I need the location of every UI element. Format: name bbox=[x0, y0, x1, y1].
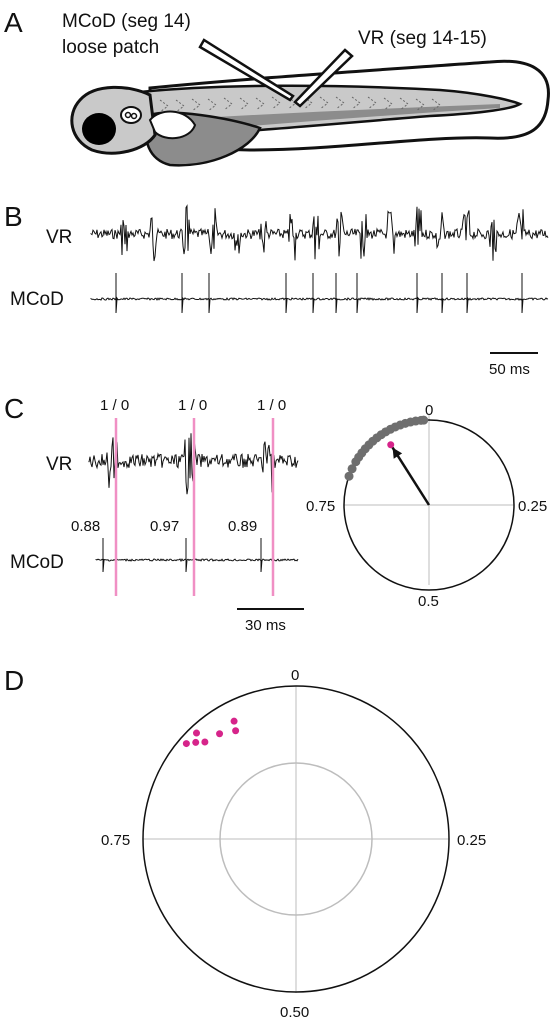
panel-d-label: D bbox=[4, 665, 24, 696]
mcod-trace bbox=[95, 538, 299, 573]
scalebar-label: 50 ms bbox=[489, 361, 530, 378]
mcod-electrode bbox=[198, 38, 295, 102]
polar-label-bottom: 0.5 bbox=[418, 593, 439, 610]
spike-phase: 0.97 bbox=[150, 518, 179, 535]
burst-marker: 1 / 0 bbox=[100, 397, 129, 414]
spike-phase-point bbox=[347, 464, 357, 474]
polar-circle bbox=[343, 419, 515, 591]
mean-phase-point bbox=[193, 729, 201, 737]
mean-phase-point bbox=[230, 717, 238, 725]
panel-b-label: B bbox=[4, 201, 23, 232]
mcod-trace-label: MCoD bbox=[10, 552, 64, 573]
panel-a-label: A bbox=[4, 7, 23, 38]
tail-strip bbox=[200, 104, 500, 130]
panel-c-label: C bbox=[4, 393, 24, 424]
polar-label-right: 0.25 bbox=[518, 498, 547, 515]
mean-phase-point bbox=[387, 441, 395, 449]
mean-phase-point bbox=[192, 738, 200, 746]
mcod-electrode-label: MCoD (seg 14) bbox=[62, 11, 191, 32]
pectoral-fin bbox=[148, 110, 197, 140]
burst-marker: 1 / 0 bbox=[178, 397, 207, 414]
polar-label-right: 0.25 bbox=[457, 832, 486, 849]
outer-ring bbox=[142, 685, 450, 993]
mean-vector bbox=[391, 446, 431, 506]
burst-marker: 1 / 0 bbox=[257, 397, 286, 414]
mcod-trace bbox=[90, 273, 549, 314]
mean-vector-arrowhead bbox=[392, 447, 403, 459]
mean-phase-point bbox=[216, 730, 224, 738]
polar-label-top: 0 bbox=[291, 667, 299, 684]
otolith bbox=[130, 112, 138, 120]
polar-label-left: 0.75 bbox=[306, 498, 335, 515]
mean-phase-point bbox=[182, 740, 190, 748]
spike-phase: 0.89 bbox=[228, 518, 257, 535]
polar-label-bottom: 0.50 bbox=[280, 1004, 309, 1021]
eye bbox=[82, 113, 116, 145]
head bbox=[70, 85, 157, 155]
spike-phase: 0.88 bbox=[71, 518, 100, 535]
phase-polar-plot-c bbox=[343, 415, 515, 591]
mean-phase-point bbox=[201, 738, 209, 746]
mcod-electrode-label-2: loose patch bbox=[62, 37, 159, 58]
phase-polar-plot-d bbox=[142, 685, 450, 993]
mean-phase-point bbox=[232, 727, 240, 735]
mcod-trace-label: MCoD bbox=[10, 289, 64, 310]
scalebar-label: 30 ms bbox=[245, 617, 286, 634]
spike-phase-point bbox=[344, 471, 354, 481]
vr-trace bbox=[90, 204, 549, 262]
polar-label-top: 0 bbox=[425, 402, 433, 419]
otolith bbox=[124, 111, 132, 119]
vr-electrode-label: VR (seg 14-15) bbox=[358, 28, 487, 49]
inner-ring bbox=[219, 762, 373, 916]
zebrafish-larva-drawing bbox=[70, 59, 550, 167]
polar-label-left: 0.75 bbox=[101, 832, 130, 849]
vr-electrode bbox=[293, 48, 354, 108]
vr-trace-label: VR bbox=[46, 227, 72, 248]
spike-phase-point bbox=[351, 457, 361, 467]
vr-trace-label: VR bbox=[46, 454, 72, 475]
